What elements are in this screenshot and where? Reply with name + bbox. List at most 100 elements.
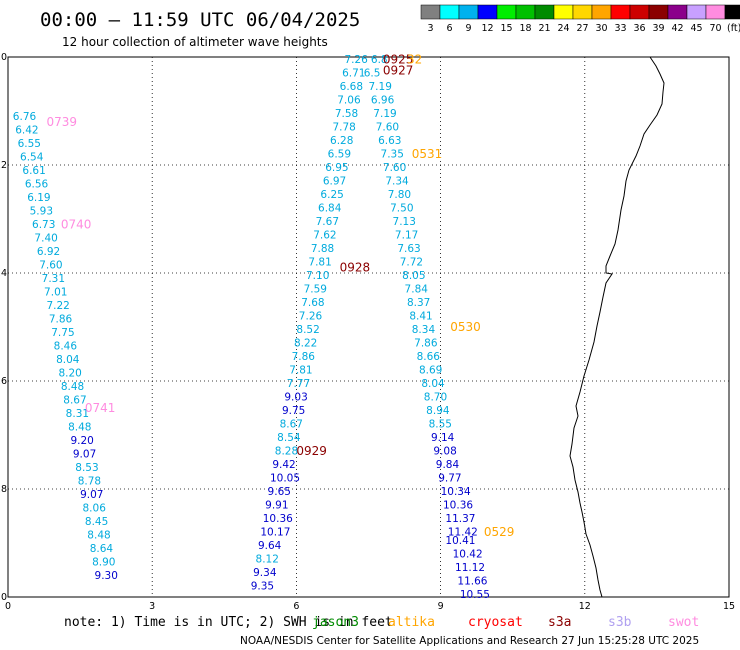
satellite-legend: jason3 altika cryosat s3a s3b swot [312, 615, 699, 630]
legend-label: 33 [614, 23, 626, 34]
satellite-legend-altika: altika [388, 615, 435, 630]
legend-label: 21 [538, 23, 550, 34]
track-swot: 6.766.42 6.556.54 6.616.56 6.195.93 6.737.40… [13, 111, 118, 582]
swh-value: 6.96 [371, 95, 395, 107]
coastline [569, 56, 665, 598]
swh-value: 7.60 [39, 259, 62, 271]
legend-label: 12 [481, 23, 493, 34]
swh-value: 6.92 [37, 246, 60, 258]
swh-value: 8.34 [412, 324, 436, 336]
pass-time-label: 0741 [85, 401, 116, 415]
swh-value: 8.54 [277, 432, 301, 444]
swh-value: 9.07 [80, 489, 103, 501]
swh-value: 6.42 [15, 124, 38, 136]
swh-value: 10.55 [460, 589, 490, 601]
swh-value: 7.26 [299, 311, 323, 323]
swh-value: 8.41 [409, 311, 432, 323]
pass-time-label: 0739 [46, 115, 77, 129]
page-title: 00:00 – 11:59 UTC 06/04/2025 [40, 9, 360, 31]
swh-value: 8.67 [280, 419, 303, 431]
swh-value: 7.40 [34, 232, 57, 244]
swh-value: 7.26 [344, 54, 368, 66]
swh-value: 7.35 [381, 149, 404, 161]
lat-tick-label: -18 [0, 484, 7, 495]
swh-value: 7.86 [414, 338, 438, 350]
satellite-legend-s3a: s3a [548, 615, 571, 630]
page-subtitle: 12 hour collection of altimeter wave hei… [62, 35, 328, 49]
swh-value: 8.67 [63, 394, 86, 406]
satellite-legend-cryosat: cryosat [468, 615, 523, 630]
pass-time-label: 0929 [296, 444, 327, 458]
legend-label: 30 [595, 23, 607, 34]
pass-time-label: 0928 [340, 261, 371, 275]
satellite-tracks: 6.766.42 6.556.54 6.616.56 6.195.93 6.737.40… [13, 54, 490, 601]
swh-value: 8.48 [61, 381, 84, 393]
lon-tick-label: 9 [438, 601, 444, 612]
legend-swatch [629, 4, 650, 20]
swh-value: 6.97 [323, 176, 346, 188]
pass-time-label: 0529 [484, 525, 515, 539]
swh-value: 7.22 [46, 300, 69, 312]
legend-swatch [724, 4, 740, 20]
swh-value: 7.10 [306, 270, 329, 282]
swh-value: 9.84 [436, 459, 460, 471]
lon-tick-label: 12 [579, 601, 591, 612]
legend-swatch [477, 4, 498, 20]
legend-swatch [458, 4, 479, 20]
footer-note: note: 1) Time is in UTC; 2) SWH is in fe… [64, 615, 393, 630]
swh-value: 6.76 [13, 111, 37, 123]
swh-value: 9.08 [433, 446, 456, 458]
lat-tick-label: -16 [0, 376, 7, 387]
legend-swatch [496, 4, 517, 20]
map-border [7, 56, 730, 598]
swh-value: 6.84 [318, 203, 342, 215]
swh-value: 8.66 [417, 351, 441, 363]
swh-value: 8.28 [275, 446, 298, 458]
pass-time-label: 0530 [450, 320, 481, 334]
swh-value: 8.31 [66, 408, 89, 420]
swh-value: 9.75 [282, 405, 305, 417]
swh-value: 7.88 [311, 243, 334, 255]
swh-value: 8.46 [54, 340, 78, 352]
legend-swatch [686, 4, 707, 20]
swh-value: 9.35 [251, 581, 274, 593]
swh-value: 8.90 [92, 556, 115, 568]
swh-value: 6.56 [25, 178, 49, 190]
swh-value: 8.53 [75, 462, 98, 474]
legend-swatch [648, 4, 669, 20]
swh-value: 8.52 [296, 324, 319, 336]
legend-swatch [572, 4, 593, 20]
swh-value: 5.93 [30, 205, 53, 217]
swh-value: 8.45 [85, 516, 108, 528]
legend-swatch [705, 4, 726, 20]
pass-time-label: 0531 [412, 147, 443, 161]
swh-value: 8.04 [421, 378, 445, 390]
swh-value: 7.59 [304, 284, 327, 296]
satellite-legend-swot: swot [668, 615, 699, 630]
lon-tick-label: 15 [723, 601, 735, 612]
swh-value: 7.75 [51, 327, 74, 339]
pass-time-label: 32 [407, 53, 422, 67]
swh-value: 8.37 [407, 297, 430, 309]
swh-value: 10.36 [263, 513, 293, 525]
swh-value: 7.13 [393, 216, 416, 228]
lon-tick-label: 3 [149, 601, 155, 612]
swh-value: 7.50 [390, 203, 413, 215]
swh-value: 7.81 [308, 257, 331, 269]
lat-tick-label: -20 [0, 592, 7, 603]
swh-value: 7.58 [335, 108, 358, 120]
swh-value: 8.69 [419, 365, 442, 377]
swh-value: 7.86 [49, 313, 73, 325]
swh-value: 6.8 [371, 54, 388, 66]
pass-time-label: 0925 [383, 53, 414, 67]
swh-value: 8.55 [429, 419, 452, 431]
swh-value: 11.12 [455, 562, 485, 574]
swh-value: 7.84 [405, 284, 429, 296]
swh-value: 6.68 [340, 81, 363, 93]
swh-value: 7.60 [383, 162, 406, 174]
swh-value: 9.65 [268, 486, 291, 498]
swh-value: 6.5 [364, 68, 381, 80]
footer-credit: NOAA/NESDIS Center for Satellite Applica… [240, 635, 699, 647]
swh-value: 7.77 [287, 378, 310, 390]
swh-value: 9.34 [253, 567, 277, 579]
